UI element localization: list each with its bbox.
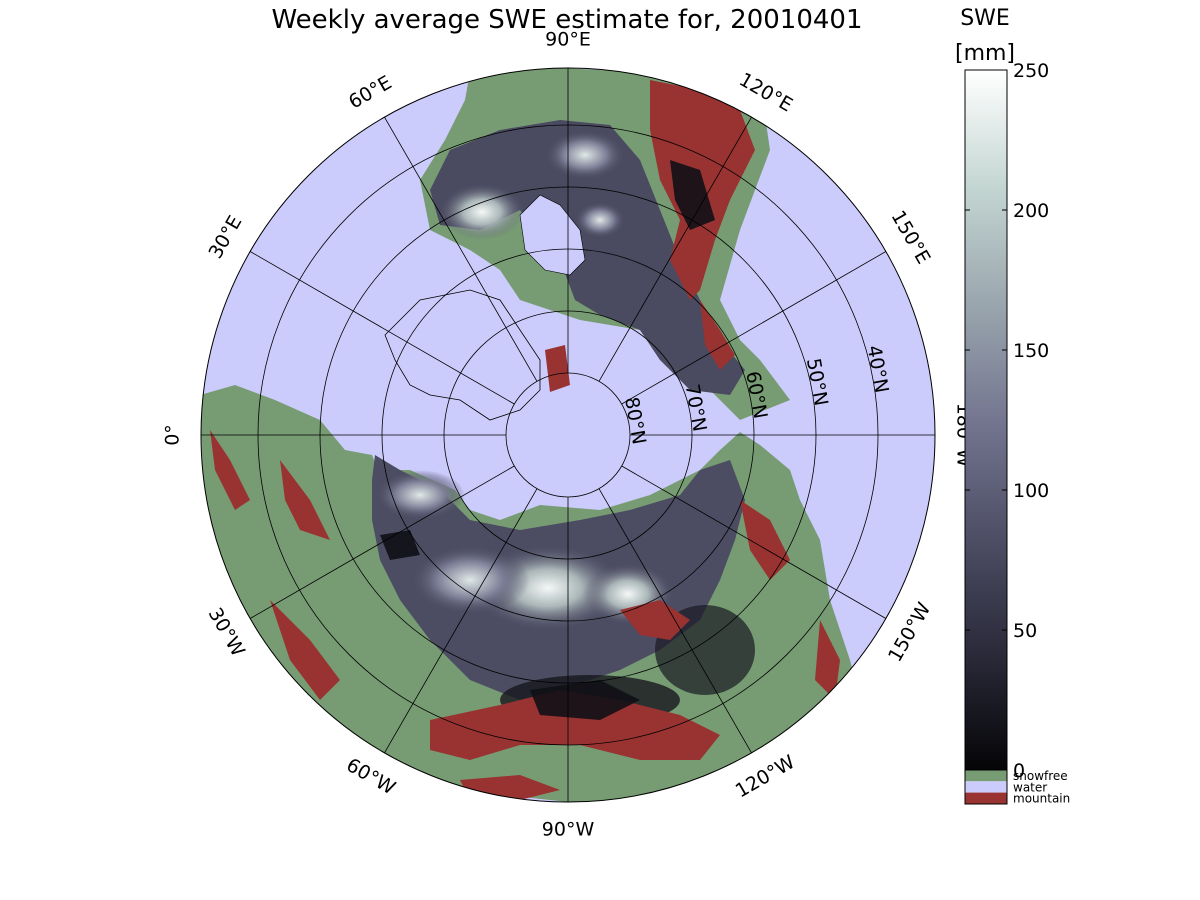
lon-label: 30°E — [205, 212, 247, 263]
meridian-line — [598, 488, 752, 754]
legend-label-water: water — [1013, 780, 1047, 794]
colorbar-tick-label: 100 — [1013, 480, 1049, 502]
meridian-line — [598, 116, 752, 382]
meridian-lines — [201, 68, 935, 802]
lon-label: 120°E — [735, 69, 796, 117]
colorbar-scale — [964, 69, 1008, 771]
colorbar-title-swe: SWE — [960, 6, 1010, 31]
chart-title: Weekly average SWE estimate for, 2001040… — [271, 5, 862, 35]
lon-label: 90°W — [542, 819, 595, 841]
latitude-labels: 80°N 70°N 60°N 50°N 40°N — [620, 344, 893, 447]
meridian-line — [249, 465, 515, 619]
colorbar-ticks: 0 50 100 150 200 250 — [965, 60, 1049, 782]
meridian-line — [621, 465, 887, 619]
colorbar-tick-label: 150 — [1013, 340, 1049, 362]
meridian-line — [621, 251, 887, 405]
colorbar-title-unit: [mm] — [955, 41, 1015, 66]
meridian-line — [249, 251, 515, 405]
legend-swatch-water — [965, 781, 1007, 793]
lon-label: 0° — [162, 424, 184, 446]
colorbar-tick-label: 50 — [1013, 620, 1037, 642]
legend-swatch-mountain — [965, 792, 1007, 804]
lon-label: 30°W — [204, 604, 249, 661]
meridian-line — [384, 116, 538, 382]
lon-label: 60°W — [343, 754, 400, 799]
map-rim — [200, 67, 936, 803]
north-america-snow — [430, 120, 745, 395]
lon-label: 90°E — [545, 29, 591, 51]
hudson-bay — [519, 194, 586, 276]
colorbar-tick-label: 0 — [1013, 760, 1025, 782]
colorbar-tick-label: 200 — [1013, 200, 1049, 222]
legend-label-snowfree: snowfree — [1013, 769, 1068, 783]
legend-frame — [964, 769, 1008, 805]
legend-swatch-snowfree — [965, 770, 1007, 782]
land-masses — [201, 68, 860, 802]
meridian-line — [384, 488, 538, 754]
legend-label-mountain: mountain — [1013, 792, 1070, 806]
greenland — [384, 289, 541, 421]
lon-label: 60°E — [345, 72, 396, 114]
colorbar-tick-label: 250 — [1013, 60, 1049, 82]
colorbar: SWE [mm] 0 50 100 150 200 250 snowfreewatermo… — [955, 6, 1070, 806]
lon-label: 150°E — [887, 207, 935, 268]
polar-map: 90°W120°W150°W180°W150°E120°E90°E60°E30°… — [162, 29, 975, 841]
